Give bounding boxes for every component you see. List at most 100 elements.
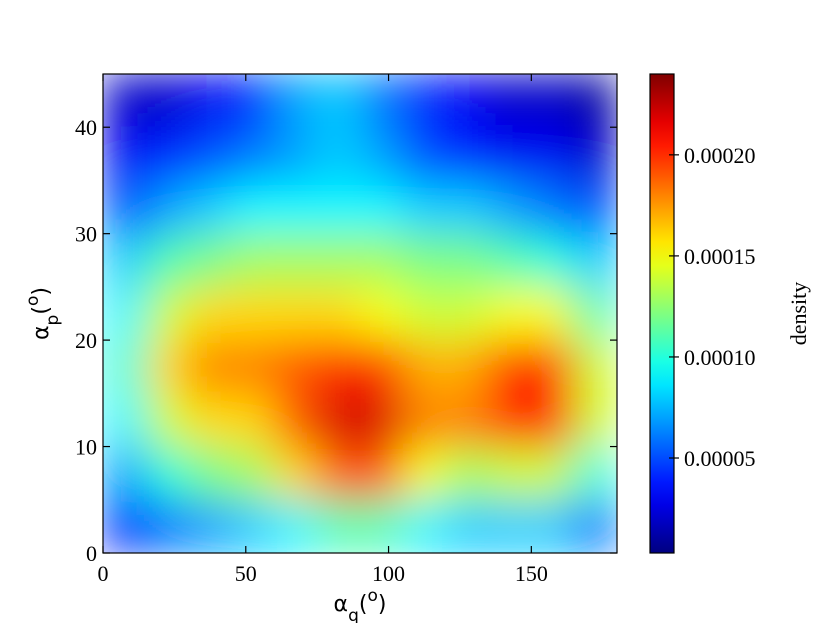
heatmap-cell [402, 392, 447, 448]
heatmap-cell [573, 126, 617, 181]
heatmap-cell [273, 392, 318, 448]
heatmap-cell [231, 286, 275, 341]
heatmap-cell [188, 392, 232, 448]
heatmap-cell [273, 286, 318, 341]
heatmap-cell [231, 233, 275, 288]
heatmap-cell [573, 339, 617, 394]
heatmap-cell [316, 286, 361, 341]
heatmap-cell [530, 74, 575, 128]
colorbar-tick-label: 0.00005 [684, 446, 756, 471]
heatmap-cell [488, 499, 532, 553]
heatmap-cell [530, 392, 575, 448]
heatmap [103, 74, 617, 553]
heatmap-cell [445, 392, 489, 448]
heatmap-cell [188, 126, 232, 181]
heatmap-cell [445, 446, 489, 501]
heatmap-cell [445, 339, 489, 394]
y-axis-label-part: p [43, 315, 63, 326]
heatmap-cell [402, 233, 447, 288]
heatmap-cell [530, 446, 575, 501]
heatmap-cell [273, 126, 318, 181]
heatmap-cell [273, 233, 318, 288]
heatmap-cell [445, 74, 489, 128]
heatmap-cell [103, 286, 147, 341]
y-tick-label: 0 [86, 541, 97, 566]
heatmap-cell [103, 126, 147, 181]
heatmap-cell [188, 286, 232, 341]
heatmap-cell [359, 499, 404, 553]
heatmap-cell [573, 286, 617, 341]
plot-frame [102, 73, 618, 554]
heatmap-cell [402, 446, 447, 501]
heatmap-cell [573, 233, 617, 288]
colorbar-tick-label: 0.00020 [684, 143, 756, 168]
heatmap-cell [145, 339, 190, 394]
plot-area [103, 74, 617, 553]
heatmap-cell [316, 339, 361, 394]
heatmap-cell [145, 499, 190, 553]
heatmap-cell [316, 392, 361, 448]
heatmap-cell [402, 74, 447, 128]
heatmap-cell [188, 339, 232, 394]
heatmap-cell [530, 179, 575, 235]
heatmap-cell [488, 126, 532, 181]
heatmap-cell [273, 339, 318, 394]
heatmap-cell [103, 446, 147, 501]
heatmap-cell [316, 126, 361, 181]
heatmap-cell [103, 74, 147, 128]
heatmap-cell [316, 233, 361, 288]
heatmap-cell [231, 126, 275, 181]
x-axis-label: αq(o) [334, 586, 387, 623]
heatmap-cell [231, 179, 275, 235]
heatmap-cell [530, 126, 575, 181]
heatmap-cell [359, 233, 404, 288]
heatmap-cell [445, 179, 489, 235]
colorbar-tick-label: 0.00015 [684, 244, 756, 269]
y-axis-label: αp(o) [23, 287, 63, 340]
heatmap-cell [231, 499, 275, 553]
y-axis-label-part: α [29, 325, 54, 340]
heatmap-cell [530, 339, 575, 394]
heatmap-cell [359, 179, 404, 235]
heatmap-cell [273, 179, 318, 235]
heatmap-cell [273, 446, 318, 501]
heatmap-cell [145, 179, 190, 235]
colorbar-label: density [786, 282, 811, 346]
heatmap-cell [145, 74, 190, 128]
heatmap-cell [488, 74, 532, 128]
heatmap-cell [445, 126, 489, 181]
heatmap-cell [530, 499, 575, 553]
heatmap-cell [316, 179, 361, 235]
y-tick-label: 10 [75, 435, 97, 460]
heatmap-cell [231, 339, 275, 394]
heatmap-cell [188, 74, 232, 128]
heatmap-cell [231, 392, 275, 448]
heatmap-cell [573, 392, 617, 448]
x-tick-label: 100 [372, 561, 405, 586]
heatmap-cell [316, 499, 361, 553]
heatmap-cell [145, 286, 190, 341]
heatmap-cell [359, 126, 404, 181]
heatmap-cell [103, 392, 147, 448]
heatmap-cell [103, 179, 147, 235]
x-axis-label-part: o [367, 586, 377, 606]
axes: 0 50 100 150 0 10 20 30 40 0.00005 0.00010 0.00015 0… [23, 74, 811, 623]
heatmap-cell [273, 499, 318, 553]
heatmap-cell [145, 233, 190, 288]
heatmap-cell [530, 286, 575, 341]
heatmap-cell [231, 74, 275, 128]
heatmap-cell [573, 446, 617, 501]
heatmap-cell [359, 286, 404, 341]
heatmap-cell [103, 499, 147, 553]
heatmap-cell [402, 339, 447, 394]
heatmap-cell [273, 74, 318, 128]
heatmap-cell [445, 499, 489, 553]
heatmap-cell [402, 499, 447, 553]
heatmap-cell [402, 179, 447, 235]
heatmap-cell [488, 392, 532, 448]
x-axis-label-part: ( [359, 592, 368, 617]
heatmap-cell [188, 446, 232, 501]
y-axis-label-part: o [23, 296, 43, 306]
colorbar [649, 73, 675, 554]
